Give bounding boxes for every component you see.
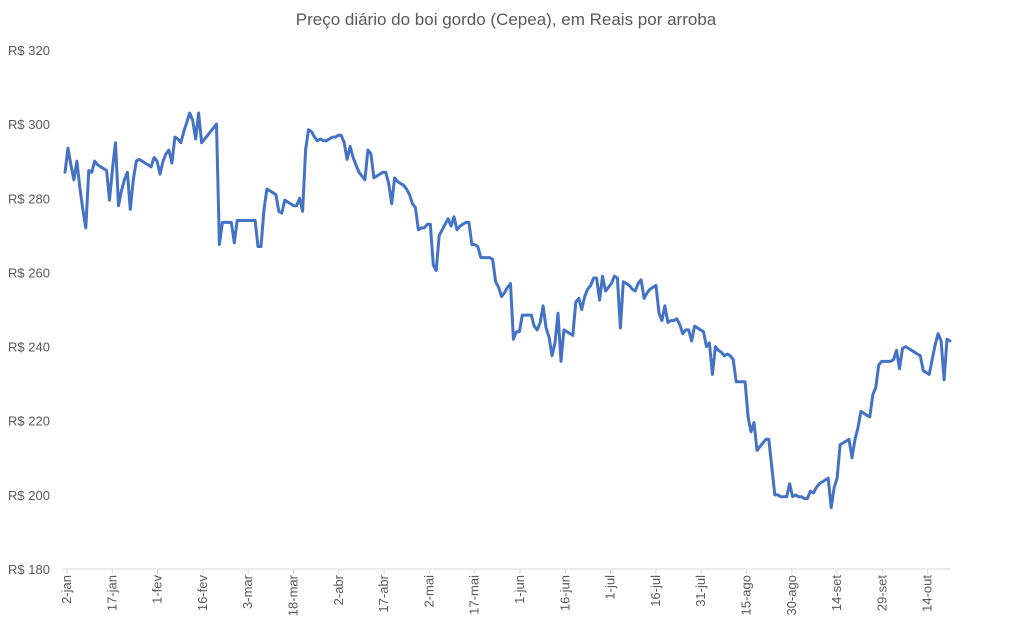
x-tick-label: 1-jul (603, 575, 618, 600)
x-tick-label: 17-mai (467, 575, 482, 615)
y-tick-label: R$ 280 (8, 191, 50, 206)
x-tick-label: 14-set (829, 575, 844, 612)
x-tick-label: 17-jan (104, 575, 119, 611)
y-tick-label: R$ 200 (8, 488, 50, 503)
y-tick-label: R$ 240 (8, 340, 50, 355)
chart-title: Preço diário do boi gordo (Cepea), em Re… (295, 10, 717, 29)
x-tick-label: 30-ago (784, 575, 799, 615)
y-tick-label: R$ 300 (8, 117, 50, 132)
x-tick-label: 2-abr (331, 574, 346, 605)
x-axis: 2-jan 17-jan 1-fev 16-fev 3-mar 18-mar 2-abr 17… (59, 568, 951, 616)
x-tick-label: 31-jul (693, 575, 708, 607)
x-tick-label: 15-ago (739, 575, 754, 615)
x-tick-label: 16-fev (195, 575, 210, 612)
x-tick-label: 3-mar (240, 574, 255, 609)
x-tick-label: 16-jun (557, 575, 572, 611)
series-layer (63, 111, 952, 510)
x-tick-label: 2-jan (59, 575, 74, 604)
x-tick-label: 1-fev (150, 575, 165, 604)
x-tick-label: 17-abr (376, 574, 391, 612)
x-tick-label: 16-jul (648, 575, 663, 607)
x-tick-label: 14-out (920, 575, 935, 612)
x-tick-label: 29-set (874, 575, 889, 612)
y-tick-label: R$ 320 (8, 43, 50, 58)
x-tick-label: 2-mai (421, 575, 436, 608)
x-tick-label: 18-mar (286, 574, 301, 616)
y-tick-label: R$ 180 (8, 562, 50, 577)
series-line (63, 111, 952, 510)
y-axis: R$ 180 R$ 200 R$ 220 R$ 240 R$ 260 R$ 280 R$ 3… (8, 43, 50, 577)
y-tick-label: R$ 260 (8, 265, 50, 280)
x-tick-label: 1-jun (512, 575, 527, 604)
y-tick-label: R$ 220 (8, 414, 50, 429)
